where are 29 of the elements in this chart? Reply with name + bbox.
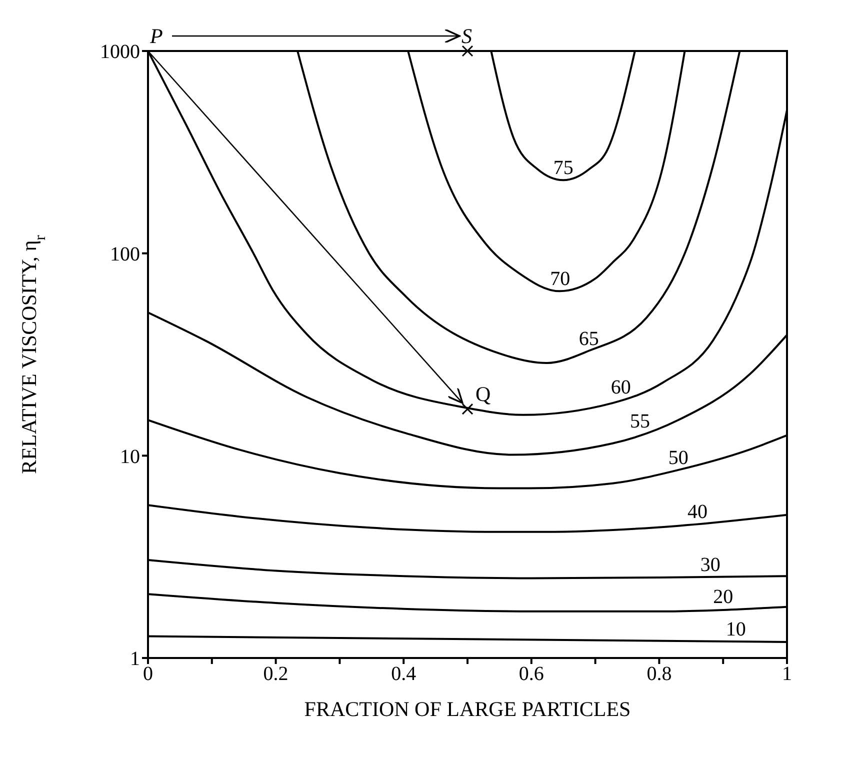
series-label: 40 xyxy=(688,500,708,523)
series-label: 30 xyxy=(700,554,720,576)
series-label: 60 xyxy=(610,376,631,399)
x-tick-label: 0.4 xyxy=(391,663,416,686)
line-series xyxy=(296,51,741,364)
line-series xyxy=(148,504,787,533)
line-series xyxy=(407,51,686,292)
series-label: 50 xyxy=(668,446,688,469)
y-tick-label: 10 xyxy=(120,446,140,468)
y-tick-label: 1000 xyxy=(100,41,140,64)
x-tick-label: 0.8 xyxy=(646,663,672,686)
series-label: 65 xyxy=(578,328,599,350)
annotation: Q xyxy=(476,382,491,406)
series-label: 55 xyxy=(630,410,650,433)
y-tick-label: 100 xyxy=(110,243,140,266)
line-series xyxy=(148,559,787,580)
x-axis-title: FRACTION OF LARGE PARTICLES xyxy=(304,697,631,721)
text: S xyxy=(462,24,472,48)
series-label: 20 xyxy=(713,586,734,608)
y-tick-label: 1 xyxy=(130,648,140,670)
x-tick-label: 1 xyxy=(782,663,792,686)
x-tick-label: 0 xyxy=(143,663,153,686)
series-label: 75 xyxy=(553,157,574,180)
series-label: 10 xyxy=(726,618,746,641)
x-tick-label: 0.2 xyxy=(263,663,288,686)
line-series xyxy=(490,51,636,182)
x-tick-label: 0.6 xyxy=(518,663,544,686)
annotation: P xyxy=(149,24,163,48)
series-label: 70 xyxy=(550,268,570,290)
